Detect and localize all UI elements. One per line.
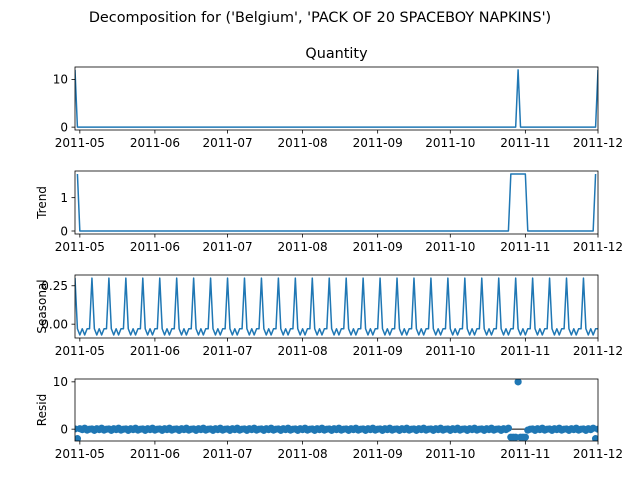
x-tick-label: 2011-10 — [425, 447, 475, 461]
axes-frame — [74, 378, 599, 442]
axes-frame — [74, 66, 599, 131]
x-tick-label: 2011-09 — [353, 447, 403, 461]
x-tick-label: 2011-08 — [278, 136, 328, 150]
x-tick-label: 2011-06 — [130, 344, 180, 358]
y-axis-label: Resid — [35, 394, 49, 426]
panels-container: Quantity 2011-05 2011-06 2011-07 2011-08 2011… — [35, 46, 623, 461]
panel-data — [75, 69, 598, 128]
x-tick-label: 2011-06 — [130, 136, 180, 150]
x-tick-label: 2011-05 — [55, 344, 105, 358]
panel-data — [76, 173, 597, 232]
x-tick-label: 2011-05 — [55, 136, 105, 150]
panel-title: Quantity — [305, 46, 368, 62]
figure-suptitle: Decomposition for ('Belgium', 'PACK OF 2… — [89, 10, 551, 26]
x-tick-label: 2011-10 — [425, 136, 475, 150]
x-tick-label: 2011-09 — [353, 240, 403, 254]
x-tick-label: 2011-08 — [278, 344, 328, 358]
x-tick-label: 2011-12 — [573, 240, 623, 254]
panel-data — [75, 277, 598, 336]
y-tick-label: 1 — [60, 191, 68, 205]
x-tick-label: 2011-12 — [573, 447, 623, 461]
x-tick-label: 2011-10 — [425, 240, 475, 254]
series-line — [76, 173, 597, 232]
resid-point — [594, 425, 598, 433]
y-tick-label: 10 — [53, 375, 68, 389]
axes-frame — [74, 170, 599, 235]
y-tick-label: 0.25 — [41, 279, 68, 293]
series-line — [75, 69, 598, 128]
resid-point — [504, 424, 513, 432]
panel-4: Resid 2011-05 2011-06 2011-07 2011-08 2011-09… — [35, 375, 623, 461]
x-tick-label: 2011-11 — [500, 447, 550, 461]
x-tick-label: 2011-06 — [130, 240, 180, 254]
x-tick-label: 2011-07 — [202, 136, 252, 150]
x-tick-label: 2011-09 — [353, 344, 403, 358]
panel-2: Trend 2011-05 2011-06 2011-07 2011-08 2011-09… — [35, 170, 623, 254]
y-tick-label: 0 — [60, 120, 68, 134]
x-tick-label: 2011-11 — [500, 240, 550, 254]
x-tick-label: 2011-06 — [130, 447, 180, 461]
resid-point — [591, 435, 598, 441]
axes-frame — [74, 274, 599, 339]
x-tick-label: 2011-07 — [202, 447, 252, 461]
x-tick-label: 2011-07 — [202, 240, 252, 254]
x-tick-label: 2011-12 — [573, 344, 623, 358]
panel-3: Seasonal 2011-05 2011-06 2011-07 2011-08 2011… — [35, 274, 623, 358]
panel-data — [75, 379, 598, 441]
x-tick-label: 2011-08 — [278, 240, 328, 254]
x-tick-label: 2011-08 — [278, 447, 328, 461]
resid-point — [514, 379, 522, 386]
x-tick-label: 2011-11 — [500, 344, 550, 358]
y-tick-label: 0.00 — [41, 317, 68, 331]
x-tick-label: 2011-10 — [425, 344, 475, 358]
y-tick-label: 0 — [60, 422, 68, 436]
y-axis-label: Trend — [35, 186, 49, 220]
x-tick-label: 2011-07 — [202, 344, 252, 358]
series-line — [75, 277, 598, 336]
y-tick-label: 10 — [53, 73, 68, 87]
x-tick-label: 2011-09 — [353, 136, 403, 150]
x-tick-label: 2011-05 — [55, 240, 105, 254]
resid-point — [75, 435, 82, 441]
x-tick-label: 2011-11 — [500, 136, 550, 150]
panel-1: Quantity 2011-05 2011-06 2011-07 2011-08 2011… — [53, 46, 623, 150]
x-tick-label: 2011-12 — [573, 136, 623, 150]
y-axis-label: Seasonal — [35, 279, 49, 333]
y-tick-label: 0 — [60, 224, 68, 238]
x-tick-label: 2011-05 — [55, 447, 105, 461]
resid-point — [521, 433, 529, 441]
